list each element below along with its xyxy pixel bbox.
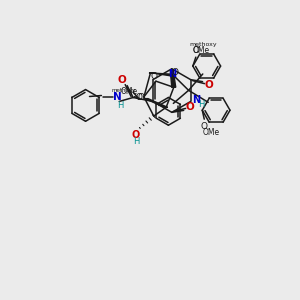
Polygon shape (145, 99, 168, 107)
Text: O: O (118, 75, 127, 85)
Text: O: O (192, 46, 199, 55)
Text: H: H (198, 100, 205, 109)
Text: O: O (132, 130, 140, 140)
Text: O: O (135, 93, 142, 102)
Text: O: O (150, 72, 158, 81)
Text: N: N (168, 69, 176, 79)
Text: OMe: OMe (120, 87, 137, 96)
Text: N: N (113, 92, 122, 103)
Text: O: O (185, 102, 194, 112)
Text: OMe: OMe (192, 46, 209, 55)
Text: O: O (137, 93, 145, 102)
Text: OMe: OMe (202, 128, 220, 136)
Text: O: O (201, 122, 208, 130)
Polygon shape (170, 71, 176, 87)
Text: methoxy: methoxy (189, 42, 217, 47)
Text: methoxy: methoxy (111, 88, 135, 93)
Text: H: H (117, 101, 123, 110)
Text: N: N (193, 95, 201, 106)
Text: O: O (172, 68, 178, 76)
Polygon shape (149, 73, 172, 76)
Text: H: H (133, 137, 139, 146)
Text: O: O (204, 80, 213, 90)
